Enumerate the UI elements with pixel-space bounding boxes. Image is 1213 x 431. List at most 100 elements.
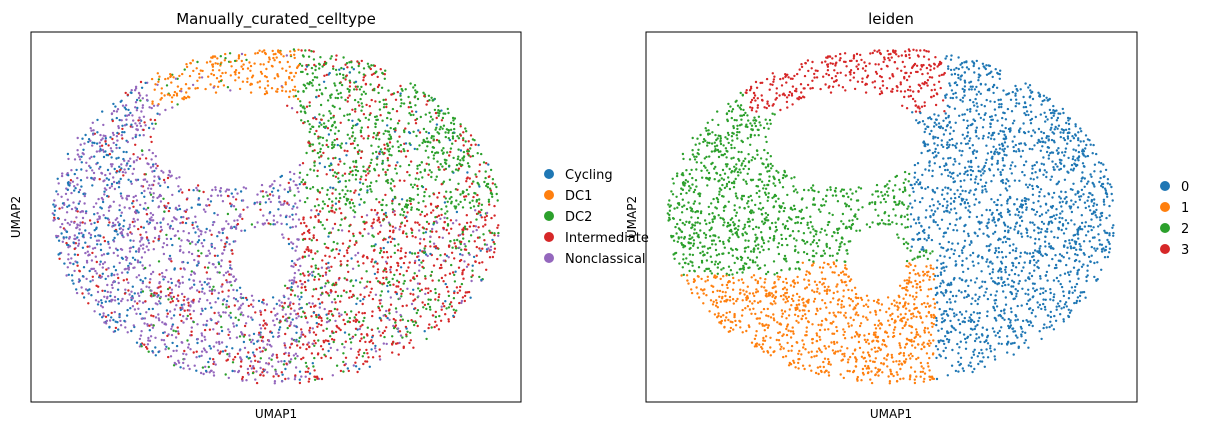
scatter-point (339, 300, 342, 303)
scatter-point (418, 242, 422, 245)
scatter-point (362, 113, 366, 116)
scatter-point (366, 280, 369, 283)
scatter-point (493, 234, 496, 237)
scatter-point (111, 225, 114, 228)
scatter-point (477, 143, 480, 147)
scatter-point (466, 150, 469, 153)
scatter-point (96, 220, 100, 224)
scatter-point (230, 284, 233, 287)
scatter-point (485, 250, 489, 253)
scatter-point (103, 321, 106, 324)
scatter-point (696, 137, 699, 140)
scatter-point (342, 360, 345, 364)
scatter-point (303, 286, 307, 289)
scatter-point (56, 177, 59, 180)
scatter-point (384, 129, 387, 133)
scatter-point (785, 297, 789, 300)
scatter-point (354, 333, 357, 337)
scatter-point (153, 291, 156, 294)
scatter-point (730, 135, 734, 138)
scatter-point (409, 292, 412, 295)
scatter-point (114, 247, 118, 250)
scatter-point (176, 326, 179, 329)
scatter-point (351, 336, 354, 340)
scatter-point (295, 245, 298, 248)
scatter-point (341, 174, 344, 177)
scatter-point (451, 116, 455, 120)
scatter-point (101, 266, 105, 269)
scatter-point (332, 65, 335, 68)
scatter-point (263, 87, 267, 90)
scatter-point (359, 281, 362, 284)
scatter-point (413, 84, 417, 87)
scatter-point (480, 216, 483, 219)
scatter-point (385, 180, 388, 183)
scatter-point (354, 85, 357, 88)
scatter-point (846, 347, 849, 350)
scatter-point (70, 220, 73, 223)
scatter-point (133, 220, 136, 223)
scatter-point (111, 221, 115, 225)
scatter-point (112, 176, 115, 179)
scatter-point (348, 245, 351, 248)
scatter-point (416, 90, 419, 94)
scatter-point (329, 162, 333, 165)
scatter-point (870, 381, 874, 385)
scatter-point (921, 120, 925, 123)
scatter-point (331, 200, 334, 203)
scatter-point (406, 330, 409, 333)
scatter-point (417, 178, 420, 181)
scatter-point (961, 259, 964, 263)
scatter-point (425, 220, 429, 224)
scatter-point (362, 319, 365, 323)
scatter-point (262, 63, 265, 66)
scatter-point (917, 356, 920, 359)
scatter-point (347, 270, 350, 274)
scatter-point (225, 236, 229, 239)
scatter-point (419, 171, 422, 174)
scatter-point (229, 264, 232, 267)
scatter-point (197, 260, 200, 263)
scatter-point (132, 195, 135, 199)
scatter-point (202, 347, 206, 350)
scatter-point (416, 309, 420, 312)
scatter-point (452, 119, 455, 122)
scatter-point (336, 96, 340, 100)
scatter-point (287, 203, 291, 206)
scatter-point (343, 363, 346, 367)
scatter-point (169, 292, 172, 295)
scatter-point (151, 350, 154, 353)
scatter-point (745, 329, 748, 333)
scatter-point (209, 347, 212, 350)
scatter-point (426, 254, 429, 258)
scatter-point (327, 266, 331, 269)
scatter-point (144, 277, 147, 280)
scatter-point (994, 302, 997, 305)
scatter-point (470, 143, 473, 147)
scatter-point (425, 130, 428, 134)
scatter-point (63, 262, 66, 265)
scatter-point (387, 137, 390, 140)
scatter-point (385, 250, 389, 254)
scatter-point (101, 148, 105, 152)
scatter-point (338, 157, 341, 161)
scatter-point (334, 96, 337, 100)
scatter-point (388, 235, 392, 238)
scatter-point (242, 296, 245, 300)
scatter-point (92, 133, 95, 136)
scatter-point (396, 327, 400, 330)
scatter-point (330, 206, 333, 209)
scatter-point (138, 134, 141, 137)
scatter-point (253, 225, 257, 229)
scatter-point (885, 358, 888, 361)
scatter-point (952, 228, 955, 232)
scatter-point (852, 76, 855, 79)
scatter-point (285, 69, 288, 73)
scatter-point (333, 121, 336, 124)
scatter-point (163, 275, 167, 279)
scatter-point (87, 254, 90, 257)
scatter-point (179, 245, 182, 248)
scatter-point (898, 284, 902, 287)
scatter-point (348, 94, 351, 97)
